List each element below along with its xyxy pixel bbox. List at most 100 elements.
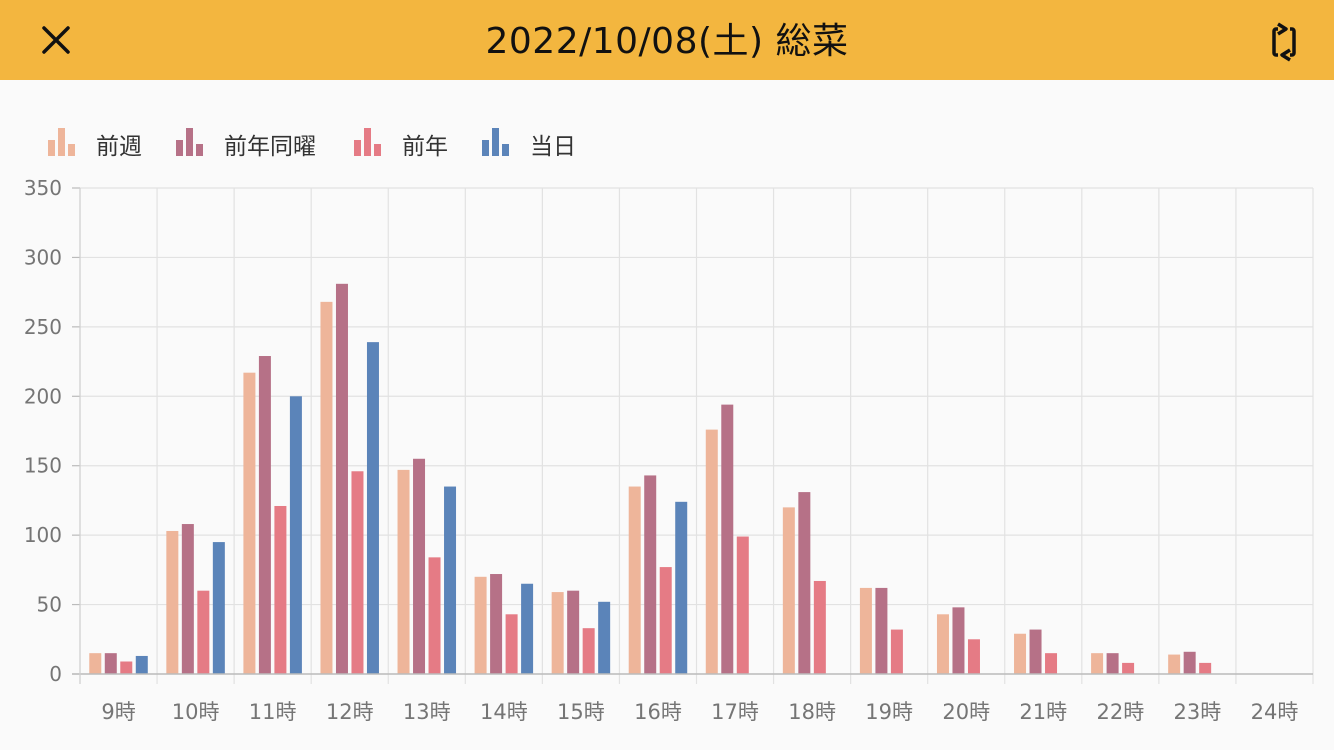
bar: [1014, 633, 1027, 674]
bar-chart-icon: [176, 128, 203, 156]
bar: [274, 505, 287, 674]
bar: [135, 655, 148, 674]
legend-swatch-bar: [492, 128, 499, 156]
legend-label: 前週: [96, 134, 142, 160]
bar: [967, 639, 980, 674]
bar: [598, 601, 611, 674]
bar: [1106, 653, 1119, 674]
bar: [1045, 653, 1058, 674]
bar: [212, 542, 225, 674]
bar: [166, 530, 179, 674]
x-tick-label: 16時: [634, 700, 682, 724]
x-tick-label: 17時: [711, 700, 759, 724]
legend-swatch-bar: [364, 128, 371, 156]
bar: [89, 653, 102, 674]
bar: [428, 557, 441, 674]
close-icon[interactable]: [36, 20, 76, 60]
bar: [197, 590, 210, 674]
bar: [366, 342, 379, 674]
x-tick-label: 9時: [101, 700, 135, 724]
bar: [490, 574, 503, 674]
x-tick-label: 22時: [1096, 700, 1144, 724]
bar: [736, 536, 749, 674]
bar: [474, 576, 487, 674]
bar: [351, 471, 364, 674]
legend-swatch-bar: [354, 140, 361, 156]
legend-label: 当日: [530, 134, 576, 160]
legend-item: 前年同曜: [176, 128, 316, 160]
legend-swatch-bar: [68, 144, 75, 156]
bar: [521, 583, 534, 674]
bar: [1199, 662, 1212, 674]
bar: [1029, 629, 1042, 674]
legend-label: 前年同曜: [224, 134, 316, 160]
bar: [875, 587, 888, 674]
bar: [120, 661, 133, 674]
bar: [1168, 654, 1181, 674]
x-tick-label: 19時: [865, 700, 913, 724]
y-tick-label: 150: [24, 454, 62, 478]
legend-item: 当日: [482, 128, 576, 160]
bar: [1183, 651, 1196, 674]
bar: [813, 580, 826, 674]
bar: [335, 283, 348, 674]
legend-swatch-bar: [48, 140, 55, 156]
x-tick-label: 18時: [788, 700, 836, 724]
bar: [705, 429, 718, 674]
bar: [1091, 653, 1104, 674]
bar: [289, 396, 302, 674]
legend-item: 前年: [354, 128, 448, 160]
legend-swatch-bar: [502, 144, 509, 156]
x-tick-label: 15時: [557, 700, 605, 724]
bar: [659, 567, 672, 674]
x-tick-label: 20時: [942, 700, 990, 724]
bar: [936, 614, 949, 674]
bar: [582, 628, 595, 674]
bar-chart-icon: [482, 128, 509, 156]
bar: [181, 524, 194, 674]
x-tick-label: 10時: [172, 700, 220, 724]
legend-swatch-bar: [374, 144, 381, 156]
bar: [798, 492, 811, 674]
x-tick-label: 13時: [403, 700, 451, 724]
legend: 前週 前年同曜 前年 当日: [48, 128, 576, 160]
bar: [444, 486, 457, 674]
x-tick-label: 11時: [249, 700, 297, 724]
bar: [320, 301, 333, 674]
bar: [413, 458, 426, 674]
bar: [243, 372, 256, 674]
legend-item: 前週: [48, 128, 142, 160]
hourly-bar-chart: 0 50 100 150 200 250 300 350 9時 10時 11時 12時 13時 14時 15…: [24, 128, 1314, 724]
bar-chart-icon: [48, 128, 75, 156]
y-tick-label: 250: [24, 315, 62, 339]
bar: [782, 507, 795, 674]
bar: [890, 629, 903, 674]
x-tick-label: 23時: [1174, 700, 1222, 724]
y-tick-label: 50: [37, 593, 62, 617]
bar: [258, 356, 271, 674]
legend-swatch-bar: [58, 128, 65, 156]
y-tick-label: 300: [24, 245, 62, 269]
bar: [104, 653, 117, 674]
bar: [551, 592, 564, 674]
x-tick-label: 24時: [1251, 700, 1299, 724]
y-tick-label: 100: [24, 523, 62, 547]
bar: [1122, 662, 1135, 674]
legend-swatch-bar: [196, 144, 203, 156]
bar: [397, 469, 410, 674]
y-tick-label: 350: [24, 176, 62, 200]
y-tick-label: 200: [24, 384, 62, 408]
bar: [505, 614, 518, 674]
legend-label: 前年: [402, 134, 448, 160]
legend-swatch-bar: [482, 140, 489, 156]
x-tick-label: 12時: [326, 700, 374, 724]
y-tick-label: 0: [49, 662, 62, 686]
bar: [721, 404, 734, 674]
bar: [859, 587, 872, 674]
page-title: 2022/10/08(土) 総菜: [485, 21, 849, 62]
bar: [628, 486, 641, 674]
bar-series: [89, 283, 1212, 674]
x-tick-label: 21時: [1019, 700, 1067, 724]
legend-swatch-bar: [186, 128, 193, 156]
rotate-screen-icon[interactable]: [1264, 20, 1304, 64]
